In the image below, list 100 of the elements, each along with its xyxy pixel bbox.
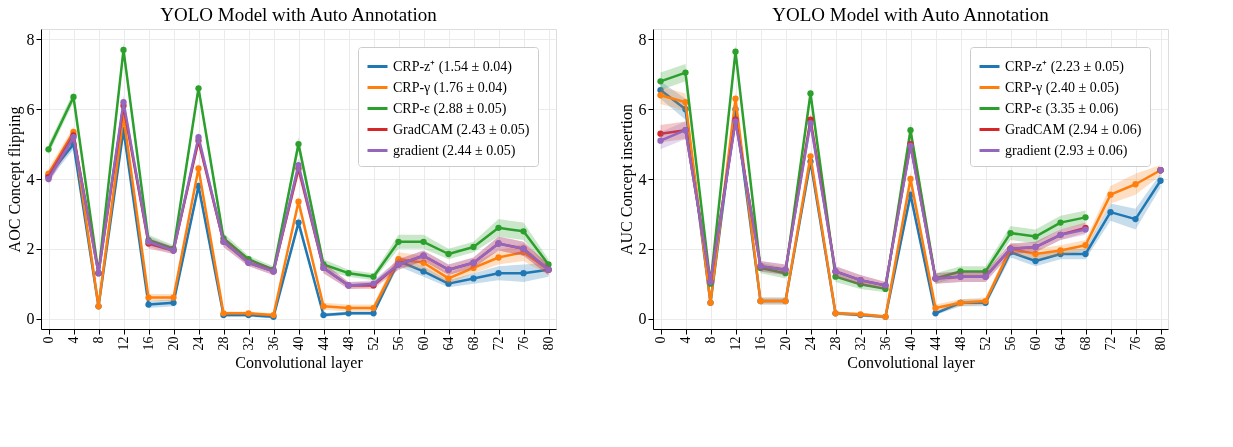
x-tick-label: 24: [803, 336, 818, 351]
point: [732, 48, 739, 55]
point: [1082, 242, 1089, 249]
point: [445, 275, 452, 282]
x-axis-title: Convolutional layer: [235, 353, 364, 372]
point: [657, 130, 664, 137]
point: [295, 219, 302, 226]
legend-label: GradCAM (2.43 ± 0.05): [393, 121, 530, 138]
point: [195, 85, 202, 92]
point: [1082, 250, 1089, 258]
point: [732, 95, 739, 102]
point: [420, 238, 427, 245]
legend-label: CRP-γ (2.40 ± 0.05): [1005, 79, 1120, 96]
y-tick-label: 2: [638, 240, 647, 258]
legend-label: CRP-γ (1.76 ± 0.04): [393, 79, 508, 96]
legend-label: gradient (2.93 ± 0.06): [1005, 142, 1128, 159]
point: [520, 228, 527, 235]
x-tick-label: 8: [91, 336, 106, 344]
x-tick-label: 40: [291, 336, 306, 351]
point: [120, 46, 127, 54]
x-tick-label: 16: [753, 336, 768, 351]
y-tick-label: 8: [638, 30, 647, 48]
point: [495, 270, 502, 277]
point: [170, 294, 177, 301]
legend-label: CRP-z⁺ (2.23 ± 0.05): [1005, 58, 1125, 75]
point: [1032, 250, 1039, 258]
point: [470, 264, 477, 272]
point: [170, 299, 177, 306]
point: [1157, 177, 1164, 184]
chart-title: YOLO Model with Auto Annotation: [772, 4, 1050, 25]
point: [370, 304, 377, 312]
point: [932, 304, 939, 312]
point: [682, 69, 689, 76]
y-tick-label: 6: [26, 100, 35, 118]
x-tick-label: 48: [341, 336, 356, 351]
point: [495, 224, 502, 231]
point: [45, 146, 52, 153]
point: [657, 137, 664, 144]
point: [657, 92, 664, 99]
y-tick-label: 0: [26, 310, 35, 328]
point: [295, 198, 302, 205]
x-tick-label: 28: [216, 336, 231, 351]
y-tick-label: 8: [26, 30, 35, 48]
point: [145, 301, 152, 308]
x-tick-label: 64: [441, 336, 456, 351]
x-tick-label: 36: [878, 336, 893, 351]
x-tick-label: 36: [266, 336, 281, 351]
x-tick-label: 80: [541, 336, 556, 351]
point: [1032, 257, 1039, 265]
point: [420, 259, 427, 266]
legend-label: CRP-z⁺ (1.54 ± 0.04): [393, 58, 513, 75]
point: [320, 303, 327, 310]
x-tick-label: 44: [928, 336, 943, 351]
legend-label: CRP-ε (2.88 ± 0.05): [393, 100, 507, 117]
x-tick-label: 56: [391, 336, 406, 351]
x-tick-label: 8: [703, 336, 718, 344]
x-tick-label: 48: [953, 336, 968, 351]
x-tick-label: 44: [316, 336, 331, 351]
x-tick-label: 0: [41, 336, 56, 344]
point: [345, 270, 352, 277]
y-tick-label: 2: [26, 240, 35, 258]
point: [520, 270, 527, 277]
point: [420, 268, 427, 275]
point: [1132, 215, 1139, 223]
y-tick-label: 4: [638, 170, 647, 188]
point: [1132, 181, 1139, 188]
point: [320, 311, 327, 319]
y-tick-label: 4: [26, 170, 35, 188]
x-tick-label: 76: [516, 336, 531, 351]
point: [907, 175, 914, 183]
point: [295, 140, 302, 148]
x-tick-label: 60: [1028, 336, 1043, 351]
y-tick-label: 0: [638, 310, 647, 328]
point: [370, 273, 377, 280]
point: [345, 304, 352, 312]
x-tick-label: 0: [653, 336, 668, 344]
point: [807, 153, 814, 160]
legend-label: CRP-ε (3.35 ± 0.06): [1005, 100, 1119, 117]
point: [957, 268, 964, 275]
point: [495, 254, 502, 261]
point: [195, 133, 202, 141]
point: [932, 310, 939, 317]
point: [1057, 219, 1064, 226]
x-tick-label: 80: [1153, 336, 1168, 351]
x-tick-label: 20: [166, 336, 181, 351]
x-tick-label: 68: [1078, 336, 1093, 351]
point: [1082, 214, 1089, 221]
point: [395, 238, 402, 245]
point: [807, 120, 814, 127]
x-tick-label: 24: [191, 336, 206, 351]
point: [1107, 208, 1114, 216]
point: [1057, 247, 1064, 254]
point: [682, 99, 689, 106]
point: [907, 127, 914, 134]
y-tick-label: 6: [638, 100, 647, 118]
x-tick-label: 60: [416, 336, 431, 351]
x-tick-label: 64: [1053, 336, 1068, 351]
x-tick-label: 40: [903, 336, 918, 351]
x-tick-label: 32: [241, 336, 256, 351]
x-axis-title: Convolutional layer: [847, 353, 976, 372]
